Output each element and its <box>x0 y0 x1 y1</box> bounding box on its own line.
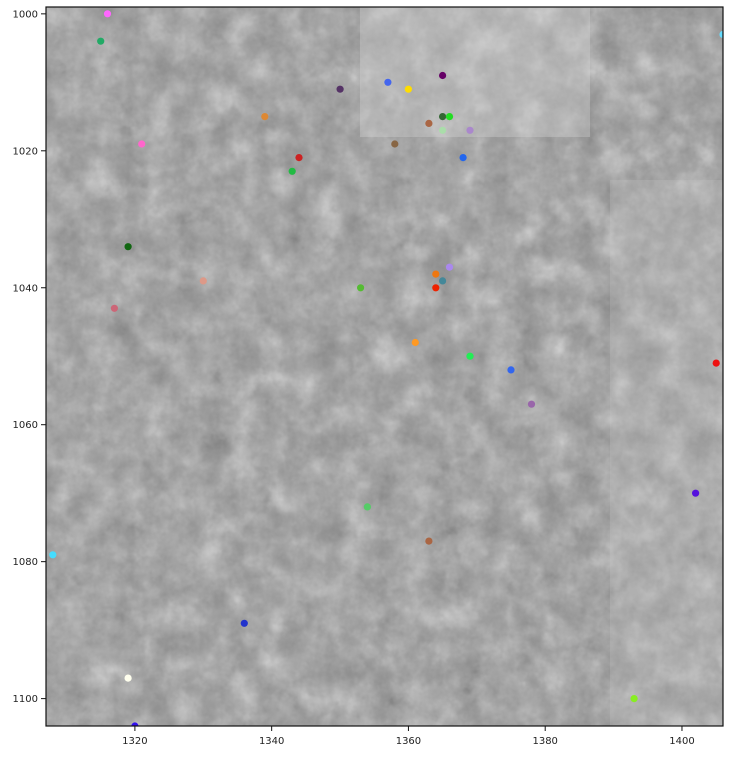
scatter-point <box>363 503 371 511</box>
scatter-point <box>439 71 447 80</box>
scatter-point <box>630 695 638 703</box>
y-tick-label: 1100 <box>13 694 38 705</box>
y-tick-label: 1000 <box>13 9 38 20</box>
scatter-point <box>124 674 132 682</box>
y-tick-label: 1040 <box>13 283 38 294</box>
y-tick-label: 1020 <box>13 146 38 157</box>
scatter-point <box>507 366 515 374</box>
scatter-point <box>439 126 447 134</box>
scatter-point <box>124 243 132 251</box>
x-tick-label: 1380 <box>532 736 557 747</box>
scatter-point <box>131 722 139 726</box>
scatter-point <box>445 263 454 271</box>
scatter-point <box>240 619 248 627</box>
scatter-point <box>199 277 207 285</box>
scatter-point <box>692 489 700 497</box>
scatter-point <box>110 304 118 312</box>
scatter-point <box>425 537 433 545</box>
scatter-points <box>49 10 723 726</box>
y-axis: 1000 1020 1040 1060 1080 1100 <box>13 9 46 705</box>
scatter-point <box>288 167 296 175</box>
scatter-point <box>49 551 57 559</box>
scatter-point <box>466 352 474 360</box>
scatter-point <box>295 154 303 162</box>
image-layer <box>46 7 723 726</box>
x-tick-label: 1360 <box>396 736 421 747</box>
scatter-point <box>445 113 454 121</box>
scatter-point <box>439 277 447 285</box>
scatter-point <box>138 140 146 148</box>
scatter-point <box>719 30 723 38</box>
y-tick-label: 1060 <box>13 420 38 431</box>
micrograph-fine-texture <box>46 7 723 726</box>
scatter-point <box>432 270 440 278</box>
scatter-point <box>261 113 269 121</box>
bright-region-top <box>360 7 590 137</box>
x-axis: 1320 1340 1360 1380 1400 <box>122 726 695 747</box>
bright-region-right <box>610 180 723 726</box>
scatter-point <box>432 284 440 292</box>
scatter-point <box>425 119 433 127</box>
scatter-point <box>336 85 344 93</box>
x-tick-label: 1400 <box>669 736 694 747</box>
x-tick-label: 1320 <box>122 736 147 747</box>
scatter-point <box>357 284 365 292</box>
scatter-point <box>391 140 399 148</box>
plot-frame <box>45 6 724 727</box>
scatter-point <box>411 338 419 347</box>
scatter-point <box>712 359 720 367</box>
scatter-point <box>459 154 467 162</box>
scatter-point <box>439 113 447 121</box>
scatter-point <box>527 400 536 408</box>
scatter-point <box>466 126 474 134</box>
scatter-point <box>103 10 112 18</box>
scatter-point <box>404 85 412 93</box>
x-tick-label: 1340 <box>259 736 284 747</box>
scatter-point <box>384 78 392 86</box>
scatter-point <box>97 37 105 45</box>
y-tick-label: 1080 <box>13 557 38 568</box>
